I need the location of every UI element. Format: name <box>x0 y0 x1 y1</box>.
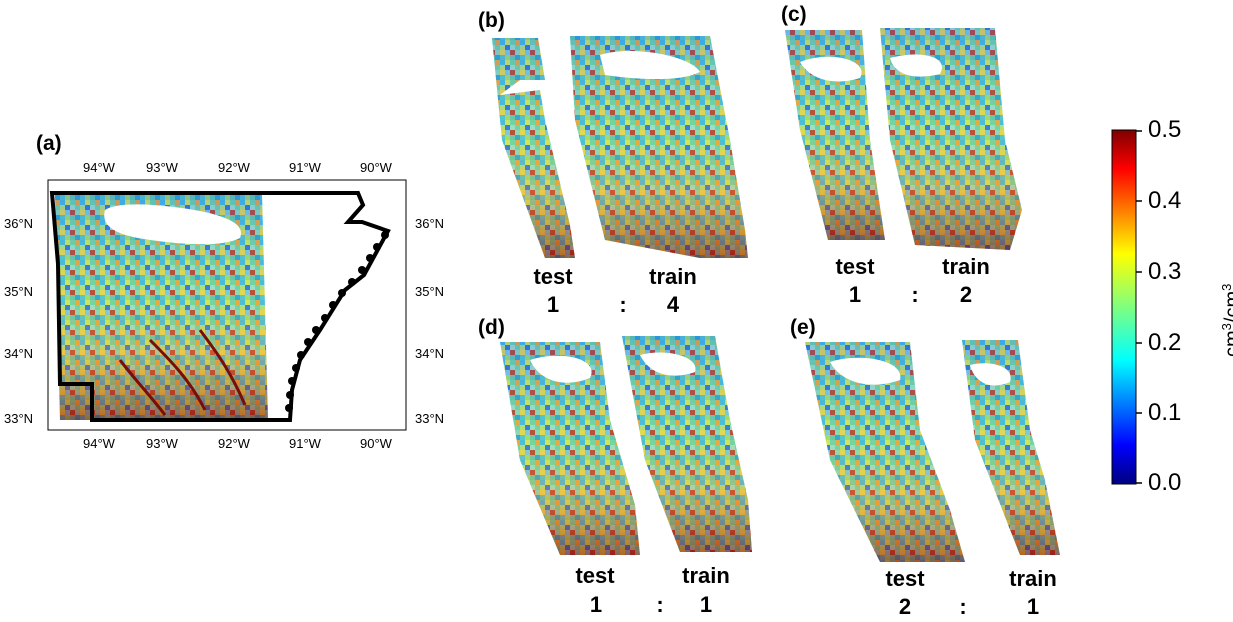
panel-d-right-ratio: 1 <box>699 592 713 617</box>
panel-b-left-word: test <box>533 264 573 289</box>
lat-tick-left: 35°N <box>4 284 34 299</box>
lon-tick-bottom: 93°W <box>146 436 178 451</box>
lon-tick-top: 93°W <box>146 160 178 175</box>
missing-data-region <box>104 204 241 245</box>
lon-tick-top: 90°W <box>360 160 392 175</box>
lat-tick-right: 34°N <box>415 346 445 361</box>
lat-tick-right: 36°N <box>415 216 445 231</box>
lon-tick-bottom: 91°W <box>289 436 321 451</box>
colorbar-tick-label: 0.5 <box>1148 116 1182 143</box>
colorbar-tick-label: 0.4 <box>1148 187 1182 214</box>
colorbar-units-label: cm3/cm3 <box>1219 283 1233 357</box>
lon-tick-bottom: 94°W <box>83 436 115 451</box>
lat-tick-left: 36°N <box>4 216 34 231</box>
lon-tick-top: 94°W <box>83 160 115 175</box>
arkansas-boundary <box>49 191 391 422</box>
lon-tick-top: 92°W <box>218 160 250 175</box>
panel-c-right-ratio: 2 <box>959 282 973 307</box>
panel-e-right-word: train <box>1009 566 1057 591</box>
panel-c-label: (c) <box>781 3 807 26</box>
panel-b-right-ratio: 4 <box>666 292 680 317</box>
panel-b-sep: : <box>619 292 627 317</box>
panel-e-right-ratio: 1 <box>1026 594 1040 619</box>
panel-c-sep: : <box>911 282 919 307</box>
lon-tick-top: 91°W <box>289 160 321 175</box>
lat-tick-left: 34°N <box>4 346 34 361</box>
panel-b-left-ratio: 1 <box>546 292 560 317</box>
panel-b-right-word: train <box>649 264 697 289</box>
lon-tick-bottom: 92°W <box>218 436 250 451</box>
colorbar-tick-label: 0.1 <box>1148 399 1182 426</box>
panel-e-left-ratio: 2 <box>898 594 912 619</box>
panel-e-label: (e) <box>790 316 816 339</box>
panel-c-left-ratio: 1 <box>848 282 862 307</box>
panel-d-sep: : <box>656 592 664 617</box>
colorbar-tick-label: 0.3 <box>1148 258 1182 285</box>
panel-e-sep: : <box>959 594 967 619</box>
panel-b-label: (b) <box>478 9 505 32</box>
colorbar-tick-label: 0.2 <box>1148 329 1182 356</box>
lat-tick-right: 35°N <box>415 284 445 299</box>
panel-d-right-word: train <box>682 563 730 588</box>
colorbar <box>1111 129 1137 485</box>
panel-d-label: (d) <box>478 316 505 339</box>
panel-a-label: (a) <box>36 132 62 155</box>
lon-tick-bottom: 90°W <box>360 436 392 451</box>
panel-c-right-word: train <box>942 254 990 279</box>
panel-d-left-ratio: 1 <box>589 592 603 617</box>
map-frame <box>47 179 407 431</box>
lat-tick-right: 33°N <box>415 411 445 426</box>
panel-c-left-word: test <box>835 254 875 279</box>
colorbar-ticks <box>1136 130 1142 484</box>
lat-tick-left: 33°N <box>4 411 34 426</box>
panel-e-left-word: test <box>885 566 925 591</box>
panel-d-left-word: test <box>575 563 615 588</box>
colorbar-tick-label: 0.0 <box>1148 469 1182 496</box>
river-boundary-markers <box>285 231 389 412</box>
